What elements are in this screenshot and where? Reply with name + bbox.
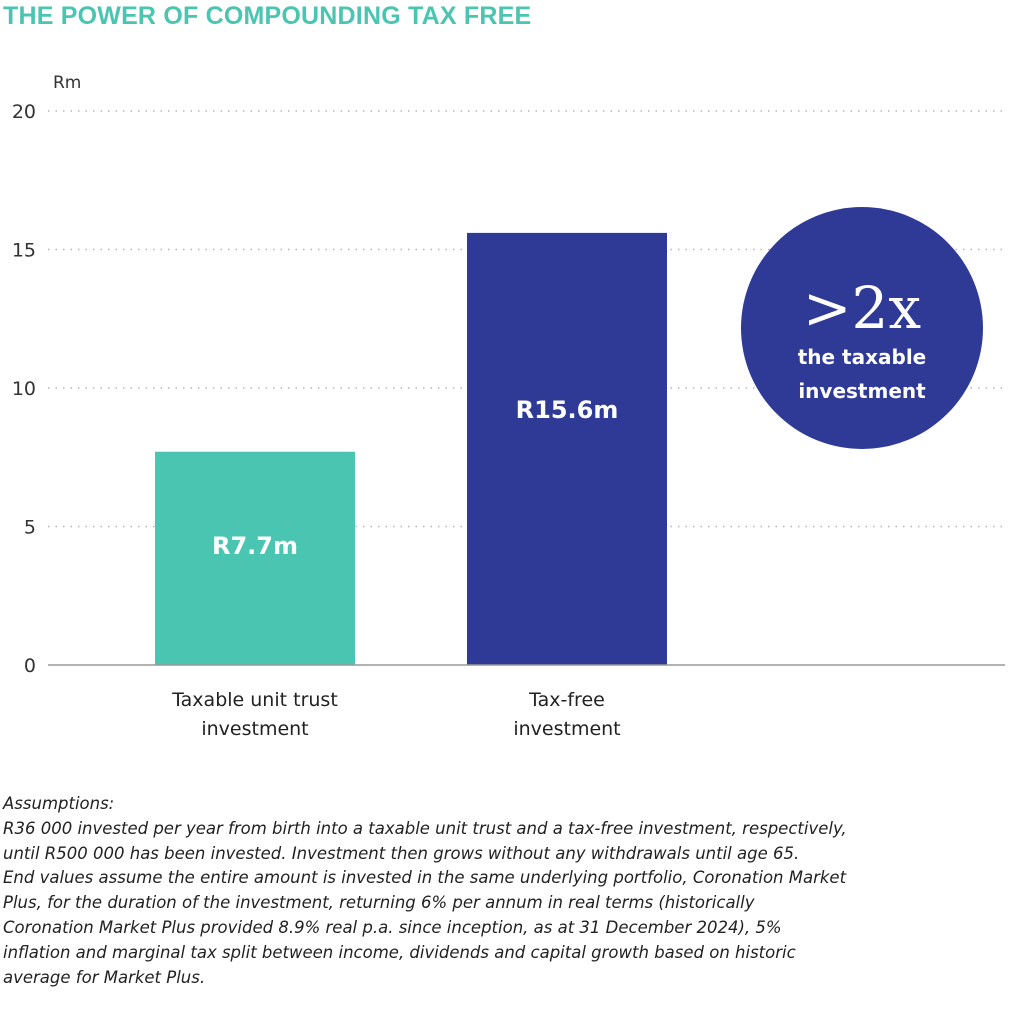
x-category-label: Taxable unit trust	[171, 689, 338, 711]
notes-line: until R500 000 has been invested. Invest…	[3, 843, 800, 863]
badge-line-2: investment	[798, 379, 926, 403]
bar-value-label: R15.6m	[516, 396, 619, 424]
y-tick-label: 20	[12, 101, 36, 123]
notes-line: Plus, for the duration of the investment…	[3, 893, 755, 913]
notes-heading: Assumptions:	[3, 794, 115, 813]
bar	[155, 451, 355, 665]
y-tick-label: 0	[24, 655, 36, 677]
badge-line-1: the taxable	[798, 345, 927, 369]
badge-circle	[741, 207, 983, 449]
bar	[467, 232, 667, 665]
x-category-label: investment	[513, 718, 620, 740]
bars: R7.7m R15.6m	[155, 232, 667, 665]
y-axis: Rm 0 5 10 15 20	[12, 73, 82, 677]
badge-headline: >2x	[803, 274, 921, 342]
bar-chart: Rm 0 5 10 15 20 R7.7m R15.6m Taxable unit tru…	[12, 73, 1005, 740]
assumptions-notes: Assumptions: R36 000 invested per year f…	[3, 792, 1011, 990]
notes-line: average for Market Plus.	[3, 967, 206, 987]
notes-line: End values assume the entire amount is i…	[3, 868, 847, 888]
x-category-label: Tax-free	[528, 689, 605, 711]
chart-title: THE POWER OF COMPOUNDING TAX FREE	[3, 2, 532, 30]
x-category-label: investment	[201, 718, 308, 740]
y-tick-label: 15	[12, 240, 36, 262]
y-unit-label: Rm	[53, 73, 81, 93]
x-axis: Taxable unit trust investment Tax-free inve…	[171, 689, 620, 740]
bar-value-label: R7.7m	[212, 532, 298, 560]
y-tick-label: 10	[12, 378, 36, 400]
notes-line: R36 000 invested per year from birth int…	[3, 818, 847, 838]
notes-line: Coronation Market Plus provided 8.9% rea…	[3, 917, 782, 937]
y-tick-label: 5	[24, 517, 36, 539]
notes-line: inflation and marginal tax split between…	[3, 942, 796, 962]
comparison-badge: >2x the taxable investment	[741, 207, 983, 449]
